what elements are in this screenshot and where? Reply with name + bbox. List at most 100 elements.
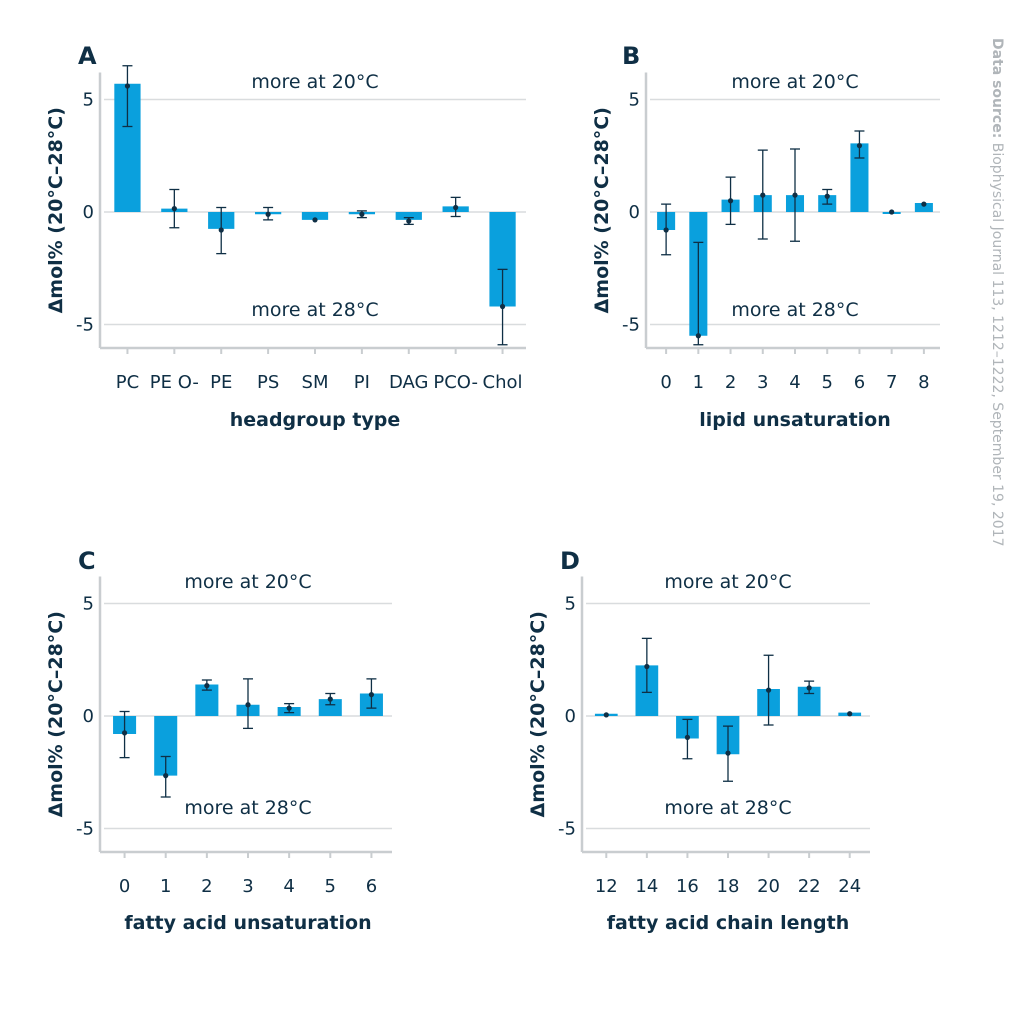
x-tick-label: 14 bbox=[635, 876, 658, 897]
y-tick-label: -5 bbox=[622, 315, 640, 336]
x-tick-label: Chol bbox=[483, 372, 523, 393]
bar bbox=[797, 686, 821, 716]
bar bbox=[914, 203, 933, 212]
x-tick-label: 6 bbox=[854, 372, 865, 393]
x-tick-label: PS bbox=[257, 372, 279, 393]
x-tick-label: 22 bbox=[798, 876, 821, 897]
panel-c: C -5 0 5 more at 20°C more at 28°C 0 1 2 3 4 5 6 fatt… bbox=[45, 547, 392, 934]
panel-letter: D bbox=[560, 547, 580, 575]
y-tick-label: 0 bbox=[565, 706, 576, 727]
x-tick-label: SM bbox=[302, 372, 329, 393]
mean-point bbox=[163, 773, 169, 779]
y-tick-label: -5 bbox=[558, 819, 576, 840]
x-tick-label: 20 bbox=[757, 876, 780, 897]
x-tick-label: 5 bbox=[821, 372, 832, 393]
y-axis-label: Δmol% (20°C–28°C) bbox=[591, 107, 613, 313]
bar bbox=[154, 716, 178, 776]
mean-point bbox=[725, 750, 731, 756]
mean-point bbox=[245, 702, 251, 708]
mean-point bbox=[406, 218, 412, 224]
mean-point bbox=[368, 692, 375, 698]
y-tick-label: 5 bbox=[629, 90, 640, 111]
x-tick-label: 0 bbox=[660, 372, 671, 393]
annotation-bottom: more at 28°C bbox=[184, 797, 311, 819]
x-tick-label: PI bbox=[354, 372, 370, 393]
x-tick-label: 4 bbox=[789, 372, 800, 393]
bar bbox=[195, 684, 219, 716]
x-tick-label: 8 bbox=[918, 372, 929, 393]
y-tick-label: -5 bbox=[76, 315, 94, 336]
y-tick-label: 5 bbox=[83, 594, 94, 615]
bar bbox=[301, 212, 329, 220]
x-tick-label: 5 bbox=[325, 876, 336, 897]
y-tick-label: 0 bbox=[629, 202, 640, 223]
y-axis-label: Δmol% (20°C–28°C) bbox=[45, 107, 67, 313]
annotation-top: more at 20°C bbox=[184, 571, 311, 593]
x-tick-label: 16 bbox=[676, 876, 699, 897]
mean-point bbox=[644, 663, 650, 670]
x-axis-label: headgroup type bbox=[230, 409, 401, 431]
annotation-bottom: more at 28°C bbox=[251, 299, 378, 321]
panel-d: D -5 0 5 more at 20°C more at 28°C 12 14 16 18 20 2… bbox=[527, 547, 870, 934]
panel-a: A -5 0 5 more at 20°C more at 28°C PC PE O- PE PS… bbox=[45, 42, 526, 431]
annotation-top: more at 20°C bbox=[731, 71, 858, 93]
mean-point bbox=[312, 217, 318, 223]
x-axis-label: fatty acid chain length bbox=[607, 912, 849, 934]
x-tick-label: PE O- bbox=[150, 372, 199, 393]
mean-point bbox=[921, 201, 927, 207]
y-axis-label: Δmol% (20°C–28°C) bbox=[45, 611, 67, 817]
y-tick-label: 0 bbox=[83, 706, 94, 727]
mean-point bbox=[792, 192, 798, 198]
x-tick-label: PCO- bbox=[433, 372, 478, 393]
panel-letter: A bbox=[78, 42, 97, 70]
x-tick-label: 24 bbox=[838, 876, 861, 897]
mean-point bbox=[286, 705, 292, 711]
x-tick-label: 4 bbox=[283, 876, 294, 897]
x-tick-label: 7 bbox=[886, 372, 897, 393]
mean-point bbox=[453, 204, 459, 211]
mean-point bbox=[824, 193, 830, 199]
annotation-bottom: more at 28°C bbox=[664, 797, 791, 819]
y-tick-label: 5 bbox=[83, 90, 94, 111]
x-tick-label: 1 bbox=[160, 876, 171, 897]
mean-point bbox=[663, 227, 669, 233]
data-source-text: Biophysical Journal 113, 1212–1222, Sept… bbox=[989, 138, 1005, 546]
x-axis-label: fatty acid unsaturation bbox=[124, 912, 371, 934]
mean-point bbox=[765, 687, 772, 693]
x-tick-label: PC bbox=[116, 372, 139, 393]
annotation-top: more at 20°C bbox=[664, 571, 791, 593]
x-tick-label: 0 bbox=[119, 876, 130, 897]
x-tick-label: 2 bbox=[725, 372, 736, 393]
mean-point bbox=[856, 143, 863, 149]
x-tick-label: 2 bbox=[201, 876, 212, 897]
mean-point bbox=[204, 683, 210, 689]
data-source-label: Data source: bbox=[989, 38, 1005, 138]
x-tick-label: DAG bbox=[389, 372, 429, 393]
x-tick-label: 18 bbox=[717, 876, 740, 897]
bar bbox=[395, 212, 422, 220]
mean-point bbox=[847, 711, 853, 717]
y-tick-label: 5 bbox=[565, 594, 576, 615]
x-tick-label: 1 bbox=[693, 372, 704, 393]
y-axis-label: Δmol% (20°C–28°C) bbox=[527, 611, 549, 817]
y-tick-label: 0 bbox=[83, 202, 94, 223]
x-tick-label: PE bbox=[210, 372, 232, 393]
panel-letter: B bbox=[622, 42, 640, 70]
mean-point bbox=[684, 734, 691, 740]
mean-point bbox=[171, 206, 177, 212]
mean-point bbox=[806, 685, 812, 691]
mean-point bbox=[727, 198, 734, 204]
mean-point bbox=[889, 209, 895, 215]
data-source-note: Data source: Biophysical Journal 113, 12… bbox=[989, 38, 1005, 546]
mean-point bbox=[603, 712, 609, 718]
x-axis-label: lipid unsaturation bbox=[699, 409, 891, 431]
y-tick-label: -5 bbox=[76, 819, 94, 840]
x-tick-label: 3 bbox=[242, 876, 253, 897]
x-tick-label: 3 bbox=[757, 372, 768, 393]
mean-point bbox=[265, 211, 271, 217]
x-tick-label: 12 bbox=[595, 876, 618, 897]
mean-point bbox=[124, 83, 131, 89]
mean-point bbox=[760, 192, 766, 198]
